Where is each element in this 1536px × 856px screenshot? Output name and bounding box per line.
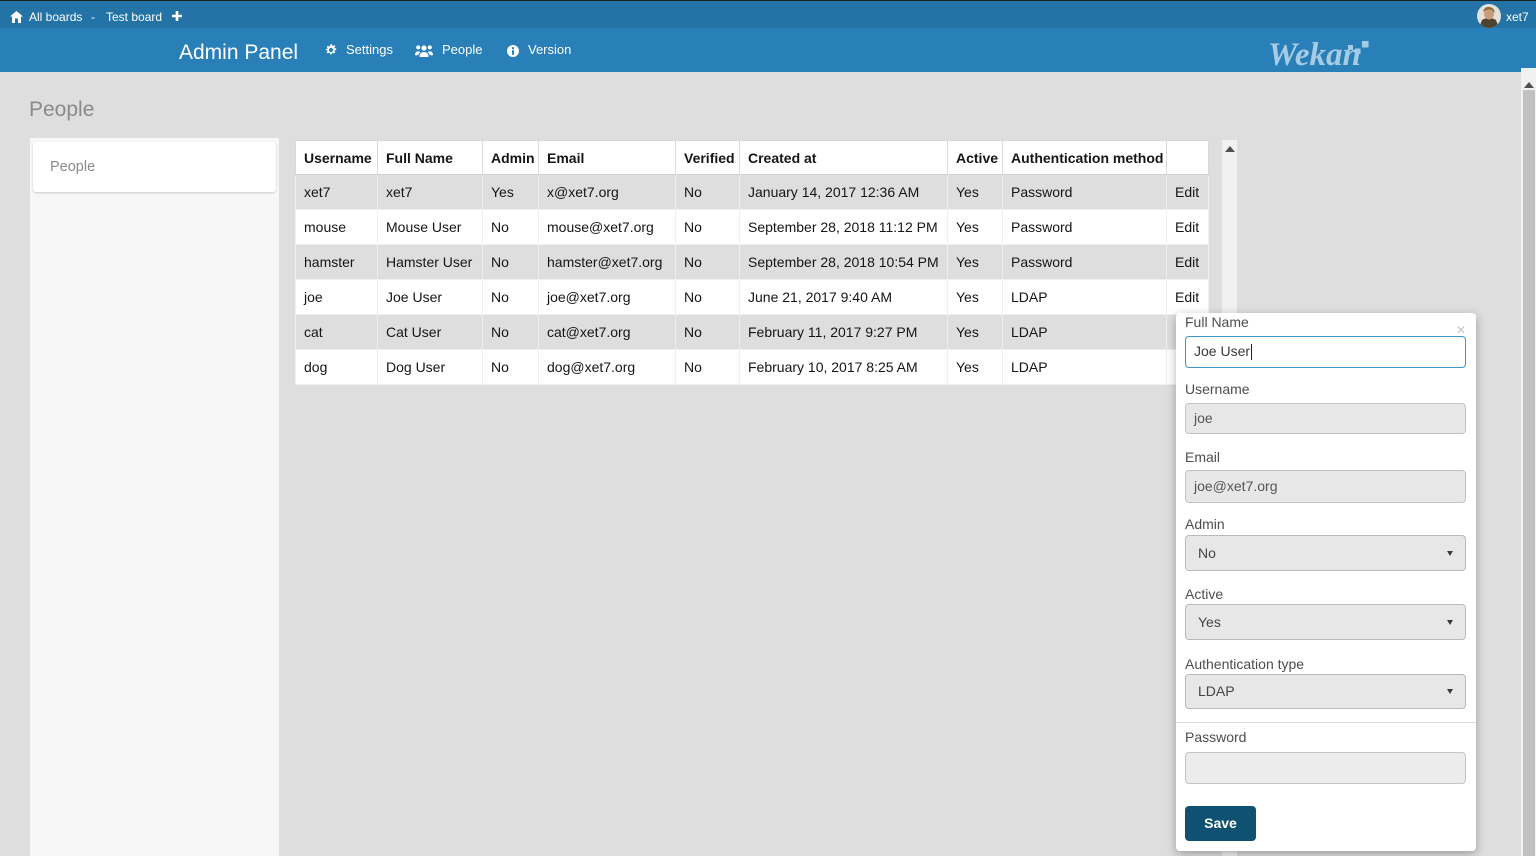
svg-text:Wekan: Wekan (1268, 37, 1361, 70)
